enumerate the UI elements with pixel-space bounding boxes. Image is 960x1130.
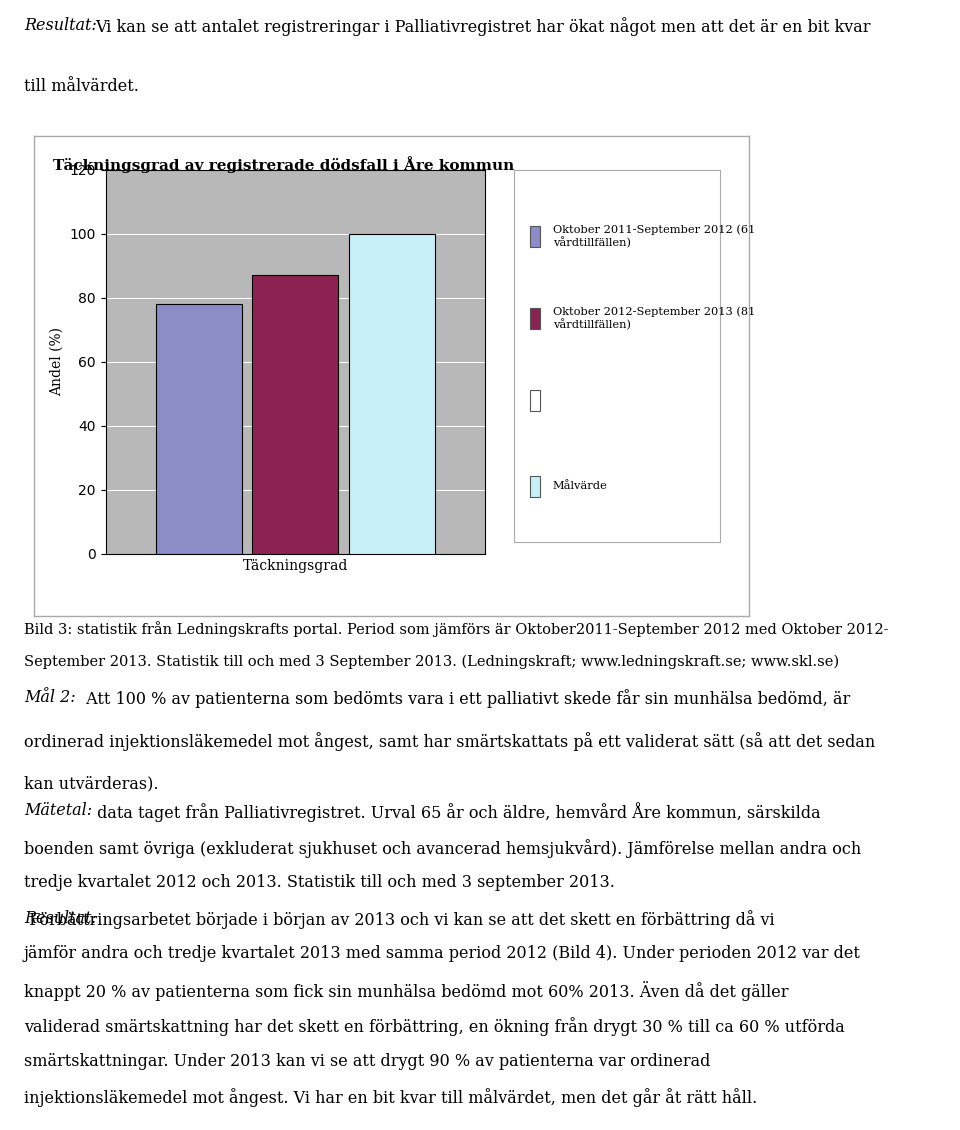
Bar <box>530 391 540 411</box>
Bar <box>252 275 338 554</box>
Text: kan utvärderas).: kan utvärderas). <box>24 775 158 792</box>
Text: Oktober 2012-September 2013 (81
vårdtillfällen): Oktober 2012-September 2013 (81 vårdtill… <box>553 306 756 331</box>
Bar <box>530 226 540 246</box>
Text: knappt 20 % av patienterna som fick sin munhälsa bedömd mot 60% 2013. Även då de: knappt 20 % av patienterna som fick sin … <box>24 981 788 1001</box>
Text: Målvärde: Målvärde <box>553 481 608 492</box>
Y-axis label: Andel (%): Andel (%) <box>50 327 64 397</box>
Bar <box>530 308 540 329</box>
Text: Förbättringsarbetet började i början av 2013 och vi kan se att det skett en förb: Förbättringsarbetet började i början av … <box>24 910 775 929</box>
Bar <box>530 476 540 497</box>
Text: jämför andra och tredje kvartalet 2013 med samma period 2012 (Bild 4). Under per: jämför andra och tredje kvartalet 2013 m… <box>24 945 861 962</box>
Text: ordinerad injektionsläkemedel mot ångest, samt har smärtskattats på ett validera: ordinerad injektionsläkemedel mot ångest… <box>24 732 876 751</box>
Text: Vi kan se att antalet registreringar i Palliativregistret har ökat något men att: Vi kan se att antalet registreringar i P… <box>95 17 871 36</box>
Bar <box>156 304 242 554</box>
Text: September 2013. Statistik till och med 3 September 2013. (Ledningskraft; www.led: September 2013. Statistik till och med 3… <box>24 654 839 669</box>
Text: Mätetal:: Mätetal: <box>24 802 92 819</box>
Text: injektionsläkemedel mot ångest. Vi har en bit kvar till målvärdet, men det går å: injektionsläkemedel mot ångest. Vi har e… <box>24 1088 757 1107</box>
Text: smärtskattningar. Under 2013 kan vi se att drygt 90 % av patienterna var ordiner: smärtskattningar. Under 2013 kan vi se a… <box>24 1053 710 1070</box>
Text: Att 100 % av patienterna som bedömts vara i ett palliativt skede får sin munhäls: Att 100 % av patienterna som bedömts var… <box>81 689 850 709</box>
Text: validerad smärtskattning har det skett en förbättring, en ökning från drygt 30 %: validerad smärtskattning har det skett e… <box>24 1017 845 1036</box>
Text: Oktober 2011-September 2012 (61
vårdtillfällen): Oktober 2011-September 2012 (61 vårdtill… <box>553 225 756 249</box>
Text: Resultat:: Resultat: <box>24 17 97 34</box>
Text: till målvärdet.: till målvärdet. <box>24 78 139 95</box>
Text: Bild 3: statistik från Ledningskrafts portal. Period som jämförs är Oktober2011-: Bild 3: statistik från Ledningskrafts po… <box>24 622 889 637</box>
Text: data taget från Palliativregistret. Urval 65 år och äldre, hemvård Åre kommun, s: data taget från Palliativregistret. Urva… <box>92 802 821 823</box>
Text: tredje kvartalet 2012 och 2013. Statistik till och med 3 september 2013.: tredje kvartalet 2012 och 2013. Statisti… <box>24 875 614 892</box>
Text: Mål 2:: Mål 2: <box>24 689 76 706</box>
Text: boenden samt övriga (exkluderat sjukhuset och avancerad hemsjukvård). Jämförelse: boenden samt övriga (exkluderat sjukhuse… <box>24 838 861 858</box>
Text: Täckningsgrad av registrerade dödsfall i Åre kommun: Täckningsgrad av registrerade dödsfall i… <box>54 156 515 173</box>
Bar <box>348 234 435 554</box>
Text: Resultat:: Resultat: <box>24 910 97 927</box>
